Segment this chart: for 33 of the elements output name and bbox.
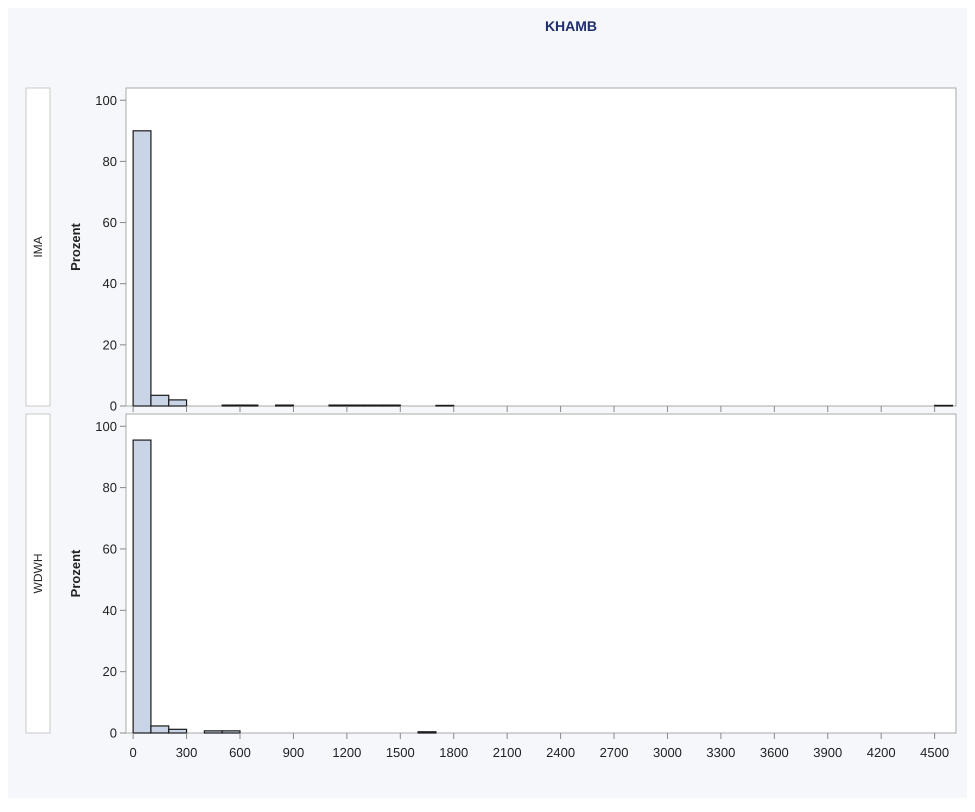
- x-tick-label: 3900: [813, 745, 842, 760]
- y-tick-label: 60: [102, 542, 117, 557]
- y-tick-label: 100: [95, 92, 117, 108]
- x-tick-label: 2100: [492, 745, 522, 760]
- x-tick-label: 1500: [386, 745, 415, 760]
- x-tick-label: 0: [130, 745, 137, 760]
- y-tick-label: 20: [102, 337, 117, 352]
- x-tick-label: 2400: [546, 745, 576, 760]
- x-tick-label: 3600: [760, 745, 789, 760]
- y-axis-title: Prozent: [68, 222, 83, 271]
- y-tick-label: 40: [102, 602, 117, 618]
- y-tick-label: 80: [102, 154, 117, 169]
- x-tick-label: 600: [229, 745, 251, 760]
- x-tick-label: 1800: [439, 745, 468, 760]
- y-tick-label: 60: [102, 215, 117, 230]
- x-tick-label: 300: [176, 745, 198, 760]
- y-axis-title: Prozent: [68, 548, 83, 598]
- x-tick-label: 4200: [866, 745, 896, 760]
- x-tick-label: 2700: [600, 745, 628, 760]
- y-tick-label: 0: [110, 726, 117, 741]
- x-tick-label: 900: [282, 745, 304, 760]
- y-tick-label: 0: [110, 398, 117, 414]
- text: IMA: [31, 236, 45, 258]
- chart-title: KHAMB: [544, 18, 598, 34]
- x-tick-label: 1200: [332, 745, 362, 760]
- text: WDWH: [31, 554, 45, 594]
- y-tick-label: 20: [102, 664, 117, 680]
- y-tick-label: 80: [102, 480, 117, 496]
- x-tick-label: 3300: [706, 745, 736, 760]
- x-tick-label: 3000: [653, 745, 682, 760]
- y-tick-label: 40: [102, 276, 117, 292]
- y-tick-label: 100: [95, 418, 117, 434]
- x-tick-label: 4500: [920, 745, 950, 760]
